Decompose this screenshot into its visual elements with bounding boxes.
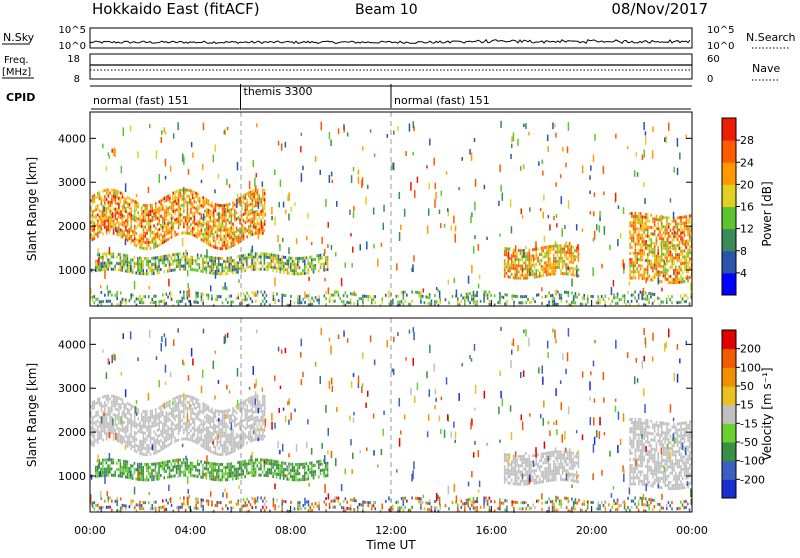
nave-label: Nave [752,62,780,75]
plot-title: Hokkaido East (fitACF) [92,0,260,18]
colorbar-swatch [722,461,736,480]
x-tick-label: 00:00 [676,524,708,537]
freq-label: Freq. [4,55,29,66]
cpid-strip: CPID normal (fast) 151 themis 3300 normal … [6,84,692,110]
freq-left-tick-bottom: 8 [74,74,80,85]
power-cbar-tick: 8 [740,245,747,258]
noise-sky-trace [90,40,690,45]
colorbar-swatch [722,251,736,274]
colorbar-swatch [722,349,736,368]
y-tick-label: 1000 [58,264,86,277]
freq-left-tick-top: 18 [67,54,80,65]
colorbar-swatch [722,207,736,230]
power-cbar-tick: 20 [740,178,754,191]
colorbar-swatch [722,229,736,252]
power-cbar-tick: 12 [740,223,754,236]
power-colorbar: 4 8 12 16 20 24 28 [722,118,754,296]
y-tick-label: 1000 [58,470,86,483]
power-y-label: Slant Range [km] [25,157,39,261]
colorbar-swatch [722,162,736,185]
colorbar-swatch [722,184,736,207]
x-axis-label: Time UT [365,538,416,552]
freq-right-tick-bottom: 0 [707,74,713,85]
velocity-cbar-tick: 100 [740,361,761,374]
colorbar-swatch [722,140,736,163]
y-tick-label: 2000 [58,220,86,233]
y-tick-label: 3000 [58,176,86,189]
colorbar-swatch [722,405,736,424]
power-cbar-tick: 4 [740,267,747,280]
noise-right-tick-bottom: 10^0 [707,41,734,52]
power-panel: 1000 2000 3000 4000 Slant Range [km] 4 8 12 16… [25,112,774,307]
colorbar-swatch [722,479,736,498]
noise-strip: N.Sky 10^5 10^0 10^5 10^0 N.Search [2,25,796,52]
power-cbar-tick: 28 [740,134,754,147]
y-tick-label: 4000 [58,132,86,145]
colorbar-swatch [722,386,736,405]
date-label: 08/Nov/2017 [611,0,708,18]
frequency-strip: Freq. [MHz] 18 8 60 0 Nave [2,54,780,85]
noise-left-tick-top: 10^5 [59,25,86,36]
colorbar-swatch [722,330,736,349]
velocity-cbar-tick: 15 [740,399,754,412]
x-tick-label: 08:00 [275,524,307,537]
cpid-label: CPID [6,91,35,104]
velocity-cbar-tick: -50 [740,436,758,449]
colorbar-swatch [722,442,736,461]
velocity-cbar-tick: -15 [740,417,758,430]
x-tick-label: 16:00 [475,524,507,537]
colorbar-swatch [722,367,736,386]
y-tick-label: 2000 [58,426,86,439]
x-tick-label: 00:00 [74,524,106,537]
noise-left-tick-bottom: 10^0 [59,41,86,52]
velocity-y-label: Slant Range [km] [25,363,39,467]
cpid-segment-label: normal (fast) 151 [394,94,490,107]
velocity-cbar-tick: 200 [740,343,761,356]
x-tick-label: 04:00 [174,524,206,537]
cpid-segment-label: normal (fast) 151 [93,94,189,107]
power-cbar-tick: 16 [740,201,754,214]
velocity-cbar-tick: 50 [740,380,754,393]
velocity-cbar-label: Velocity [m s⁻¹] [760,367,774,460]
power-cbar-label: Power [dB] [760,181,774,246]
colorbar-swatch [722,118,736,141]
beam-label: Beam 10 [355,2,418,18]
freq-right-tick-top: 60 [707,54,720,65]
y-tick-label: 4000 [58,338,86,351]
freq-unit-label: [MHz] [2,67,31,78]
noise-sky-label: N.Sky [3,31,35,44]
cpid-segment-label: themis 3300 [244,85,313,98]
y-tick-label: 3000 [58,382,86,395]
velocity-cbar-tick: -200 [740,473,765,486]
power-cbar-tick: 24 [740,156,754,169]
x-tick-label: 12:00 [375,524,407,537]
noise-right-tick-top: 10^5 [707,25,734,36]
colorbar-swatch [722,273,736,296]
x-tick-label: 20:00 [576,524,608,537]
noise-search-label: N.Search [746,31,796,44]
velocity-panel: 1000 2000 3000 4000 Slant Range [km] 200 100… [25,300,774,552]
colorbar-swatch [722,423,736,442]
